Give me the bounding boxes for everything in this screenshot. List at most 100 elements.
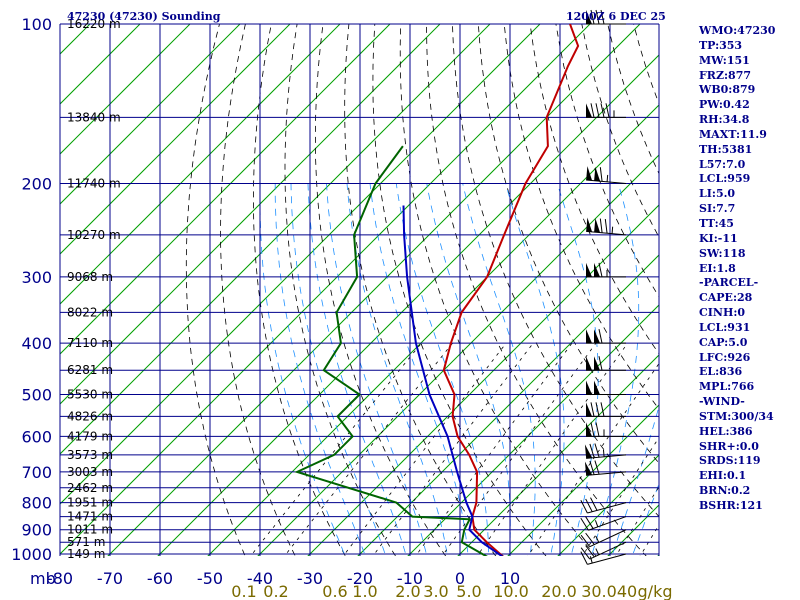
moist-adiabat — [326, 183, 428, 556]
sounding-index: SI:7.7 — [699, 202, 736, 216]
sounding-indices-panel: WMO:47230 TP:353 MW:151 FRZ:877 WB0:879 PW:0.… — [699, 24, 799, 514]
sounding-index: KI:-11 — [699, 231, 738, 245]
pressure-tick-label: 700 — [21, 463, 52, 482]
sounding-time: 1200Z 6 DEC 25 — [566, 10, 666, 23]
mixing-ratio-label: 0.1 — [231, 582, 256, 600]
isotherm-line — [0, 24, 40, 565]
mixing-ratio-label: g/kg — [638, 582, 673, 600]
height-label: 1471 m — [67, 510, 113, 524]
sounding-index: L57:7.0 — [699, 157, 746, 171]
sounding-index: RH:34.8 — [699, 113, 750, 127]
pressure-tick-label: 300 — [21, 268, 52, 287]
mixing-ratio-lines — [250, 342, 659, 556]
sounding-index: FRZ:877 — [699, 68, 752, 82]
pressure-tick-label: 600 — [21, 427, 52, 446]
mixing-ratio-label: 10.0 — [493, 582, 529, 600]
dry-adiabat — [185, 24, 246, 556]
dry-adiabat — [220, 24, 296, 556]
dry-adiabat — [399, 24, 597, 556]
temperature-tick-label: -70 — [97, 569, 123, 588]
wind-barb — [586, 422, 626, 437]
isotherm-line — [60, 24, 541, 505]
height-label: 5530 m — [67, 387, 113, 401]
sounding-index: BRN:0.2 — [699, 484, 751, 498]
wind-barb — [584, 460, 627, 476]
wind-barb — [586, 328, 626, 344]
mixing-ratio-label: 20.0 — [541, 582, 577, 600]
isotherm-line — [60, 24, 591, 555]
moist-adiabat-lines — [259, 183, 659, 556]
isotherm-line — [60, 24, 491, 455]
isotherm-line — [307, 204, 659, 556]
wind-barb — [580, 497, 627, 514]
wind-barb — [586, 380, 626, 395]
sounding-index: TH:5381 — [699, 142, 753, 156]
mixing-ratio-label: 30.0 — [581, 582, 617, 600]
moist-adiabat — [346, 183, 448, 556]
mixing-ratio-label: 40 — [617, 582, 637, 600]
isotherm-line — [457, 354, 659, 556]
sounding-index: EHI:0.1 — [699, 469, 747, 483]
sounding-index: SW:118 — [699, 246, 746, 260]
sounding-index: WB0:879 — [699, 83, 756, 97]
sounding-index: CAP:5.0 — [699, 335, 748, 349]
parcel-profile — [402, 205, 504, 556]
height-label: 7110 m — [67, 336, 113, 350]
pressure-tick-label: 100 — [21, 15, 52, 34]
moist-adiabat — [556, 183, 599, 556]
dewpoint-profile — [294, 145, 488, 556]
wind-barb — [586, 217, 627, 236]
sounding-index: LCL:959 — [699, 172, 751, 186]
mixing-ratio-label: 0.2 — [263, 582, 288, 600]
wind-barb — [580, 541, 627, 560]
temperature-tick-label: -30 — [297, 569, 323, 588]
wind-barb — [586, 262, 626, 278]
mixing-ratio-line — [441, 342, 597, 556]
isotherm-line — [257, 154, 659, 556]
height-label: 16220 m — [67, 17, 121, 31]
mixing-ratio-line — [415, 342, 573, 556]
sounding-index: LCL:931 — [699, 320, 751, 334]
height-label: 4179 m — [67, 429, 113, 443]
height-label: 1951 m — [67, 496, 113, 510]
pressure-unit-label: mb — [30, 569, 56, 588]
sounding-index: -PARCEL- — [699, 276, 759, 290]
sounding-index: BSHR:121 — [699, 499, 763, 512]
dry-adiabat — [452, 24, 659, 518]
sounding-index: EL:836 — [699, 365, 743, 379]
sounding-index: CAPE:28 — [699, 291, 753, 305]
wind-barbs — [580, 9, 627, 565]
isotherm-line — [60, 24, 191, 155]
height-label: 10270 m — [67, 228, 121, 242]
height-label: 6281 m — [67, 363, 113, 377]
wind-barb — [580, 516, 627, 531]
height-label: 149 m — [67, 547, 105, 561]
pressure-tick-label: 200 — [21, 175, 52, 194]
sounding-index: TP:353 — [699, 38, 743, 52]
height-label: 3573 m — [67, 448, 113, 462]
temperature-tick-label: 0 — [455, 569, 465, 588]
temperature-tick-label: -50 — [197, 569, 223, 588]
wind-barb — [580, 529, 627, 548]
temperature-tick-label: -10 — [397, 569, 423, 588]
isotherm-line — [107, 24, 641, 556]
moist-adiabat — [505, 183, 565, 556]
isotherm-line — [60, 24, 391, 355]
isotherm-line — [407, 304, 659, 556]
sounding-index: MAXT:11.9 — [699, 127, 767, 141]
sounding-index: CINH:0 — [699, 306, 746, 320]
dry-adiabat — [426, 24, 647, 556]
isotherm-line — [207, 104, 659, 556]
sounding-index: SHR+:0.0 — [699, 439, 759, 453]
wind-barb — [580, 551, 627, 565]
mixing-ratio-label: 0.6 — [322, 582, 347, 600]
sounding-index: TT:45 — [699, 216, 734, 230]
temperature-tick-label: 10 — [500, 569, 520, 588]
dry-adiabat — [555, 24, 659, 298]
temperature-tick-label: -20 — [347, 569, 373, 588]
mixing-ratio-label: 3.0 — [423, 582, 448, 600]
wind-barb — [586, 9, 626, 25]
moist-adiabat — [591, 183, 640, 556]
wind-barb — [586, 356, 626, 371]
